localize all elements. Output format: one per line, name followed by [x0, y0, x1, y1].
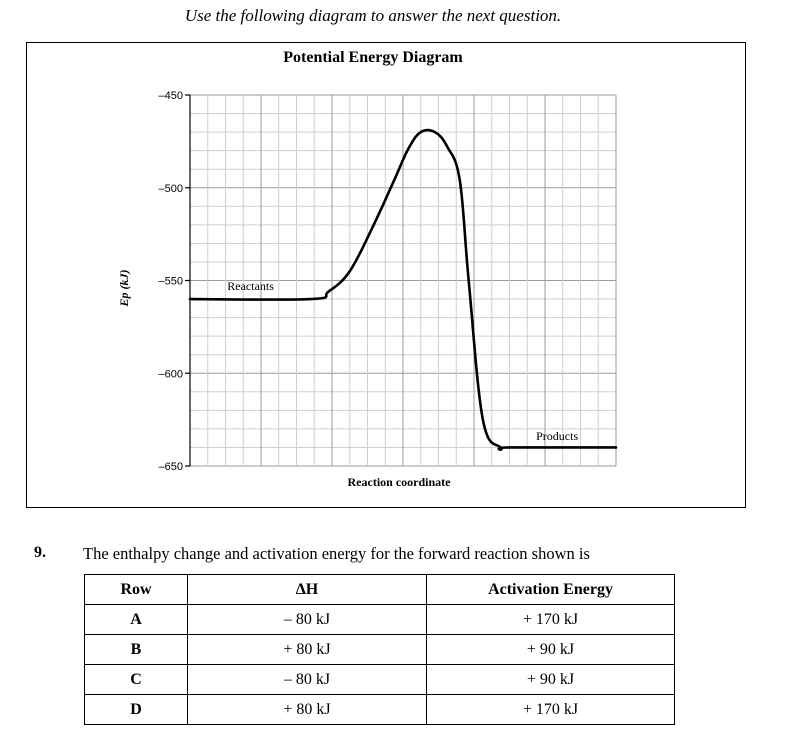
answer-table-header: Row ΔH Activation Energy: [84, 574, 675, 605]
row-label: A: [84, 604, 188, 635]
energy-curve: [188, 128, 618, 451]
question-number: 9.: [34, 544, 46, 561]
table-row: A – 80 kJ + 170 kJ: [84, 604, 675, 635]
y-axis-label: Ep (kJ): [117, 270, 131, 308]
y-tick-label: –650: [159, 461, 183, 473]
instruction-text: Use the following diagram to answer the …: [184, 6, 562, 25]
y-tick-label: –600: [159, 368, 183, 380]
delta-h-value: + 80 kJ: [187, 634, 427, 665]
annotations: Reactants Products: [227, 279, 578, 443]
delta-h-value: – 80 kJ: [187, 604, 427, 635]
x-axis-label: Reaction coordinate: [348, 475, 452, 489]
row-label: D: [84, 694, 188, 725]
chart-title: Potential Energy Diagram: [283, 49, 463, 66]
y-tick-label: –550: [159, 276, 183, 288]
activation-energy-value: + 90 kJ: [426, 634, 675, 665]
header-row: Row: [84, 574, 188, 605]
header-activation-energy: Activation Energy: [426, 574, 675, 605]
potential-energy-chart: –450 –500 –550 –600 –650 Potential Energy Di…: [26, 42, 746, 508]
grid: [189, 94, 617, 467]
chart-svg: –450 –500 –550 –600 –650 Potential Energy Di…: [117, 49, 618, 489]
annotation-label: Reactants: [227, 279, 274, 293]
y-tick-label: –500: [159, 183, 183, 195]
question-text: The enthalpy change and activation energ…: [83, 544, 590, 563]
header-delta-h: ΔH: [187, 574, 427, 605]
table-row: B + 80 kJ + 90 kJ: [84, 634, 675, 665]
row-label: B: [84, 634, 188, 665]
answer-table: Row ΔH Activation Energy A – 80 kJ + 170…: [84, 574, 675, 725]
row-label: C: [84, 664, 188, 695]
activation-energy-value: + 170 kJ: [426, 604, 675, 635]
activation-energy-value: + 170 kJ: [426, 694, 675, 725]
table-row: D + 80 kJ + 170 kJ: [84, 694, 675, 725]
y-axis: –450 –500 –550 –600 –650: [159, 90, 191, 473]
annotation-label: Products: [536, 429, 578, 443]
delta-h-value: – 80 kJ: [187, 664, 427, 695]
y-tick-label: –450: [159, 90, 183, 102]
table-row: C – 80 kJ + 90 kJ: [84, 664, 675, 695]
delta-h-value: + 80 kJ: [187, 694, 427, 725]
activation-energy-value: + 90 kJ: [426, 664, 675, 695]
